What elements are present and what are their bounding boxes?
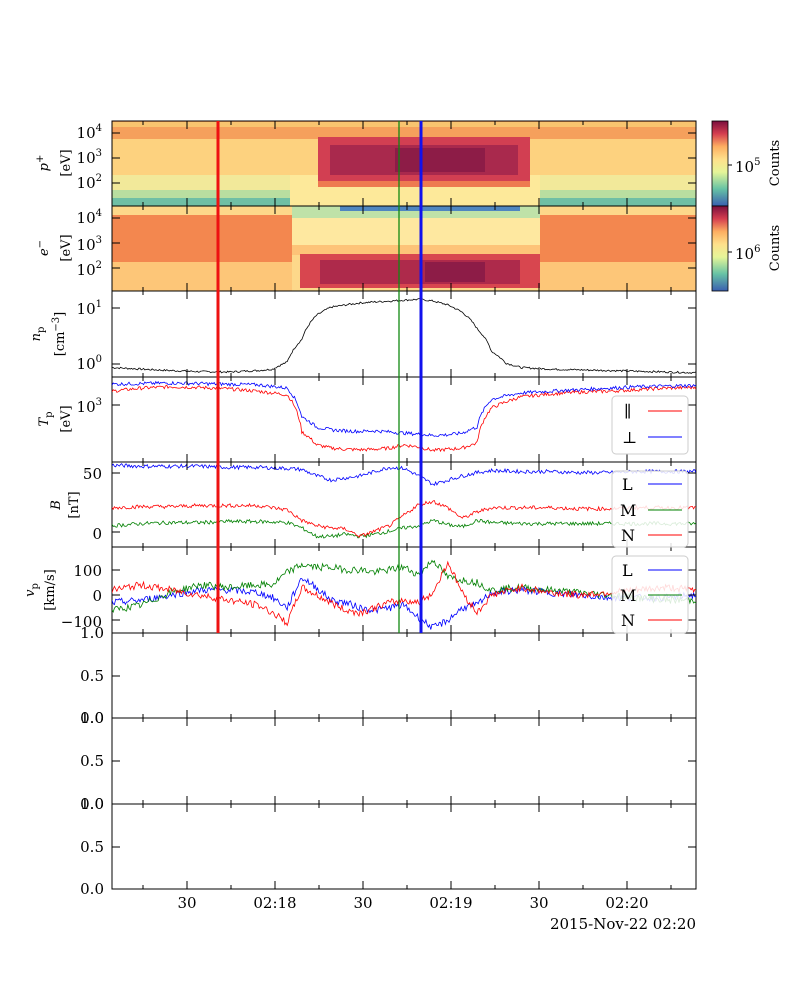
electron-colorbar: 106 Counts — [711, 205, 783, 292]
empty1-ytick-05: 0.5 — [80, 667, 104, 685]
electron-ylabel: e− — [35, 240, 52, 256]
bfield-ylabel: B — [49, 500, 64, 511]
empty-axes-3 — [111, 803, 697, 890]
legend-perp-label: ⊥ — [622, 428, 637, 447]
proton-colorbar: 105 Counts — [711, 120, 783, 207]
velocity-series-L-line — [112, 577, 696, 630]
velocity-yticks: −100 0 100 — [61, 562, 102, 631]
x-tick-2: 30 — [353, 894, 372, 912]
x-tick-5: 02:20 — [605, 894, 648, 912]
bfield-legend-L: L — [622, 475, 633, 494]
bfield-legend-N: N — [621, 526, 635, 545]
bfield-ytick-0: 0 — [92, 525, 102, 543]
temperature-yticks: 103 — [77, 397, 102, 416]
temperature-series-∥-line — [112, 384, 696, 453]
velocity-axes — [111, 546, 697, 634]
electron-ytick-3: 103 — [77, 235, 102, 254]
empty2-ytick-1: 1.0 — [80, 709, 104, 727]
electron-ytick-2: 102 — [77, 260, 102, 279]
x-tick-1: 02:18 — [253, 894, 296, 912]
velocity-ytick-100: 100 — [73, 562, 102, 580]
velocity-lines — [112, 559, 696, 630]
x-tick-0: 30 — [177, 894, 196, 912]
velocity-legend-L: L — [622, 561, 633, 580]
proton-yticks: 102 103 104 — [77, 123, 102, 192]
electron-ytick-4: 104 — [77, 208, 102, 227]
density-ylabel-unit: [cm−3] — [51, 312, 68, 357]
x-tick-labels: 30 02:18 30 02:19 30 02:20 — [177, 894, 648, 912]
bfield-ytick-50: 50 — [83, 465, 102, 483]
empty-axes-2 — [111, 717, 697, 805]
velocity-legend-N: N — [621, 611, 635, 630]
temperature-ylabel: Tp — [37, 411, 55, 426]
proton-colorbar-label: Counts — [768, 140, 783, 186]
x-tick-4: 30 — [529, 894, 548, 912]
bfield-legend-M: M — [620, 501, 636, 520]
velocity-ytick-m100: −100 — [61, 613, 102, 631]
proton-colorbar-tick: 105 — [735, 157, 760, 176]
proton-colorbar-gradient — [711, 120, 729, 207]
empty2-ytick-0: 0.0 — [80, 795, 104, 813]
bfield-series-M-line — [112, 518, 696, 539]
electron-colorbar-label: Counts — [768, 225, 783, 271]
density-ytick-0: 100 — [77, 354, 102, 373]
bfield-ylabel-unit: [nT] — [67, 491, 82, 518]
bfield-series-L-line — [112, 463, 696, 486]
density-ylabel: np — [29, 327, 47, 342]
electron-colorbar-tick: 106 — [735, 244, 760, 263]
proton-ytick-4: 104 — [77, 123, 102, 142]
temperature-lines — [112, 380, 696, 453]
electron-yticks: 102 103 104 — [77, 208, 102, 279]
proton-ylabel: p+ — [35, 155, 52, 172]
velocity-ylabel-unit: [km/s] — [43, 569, 58, 610]
electron-spectrogram — [112, 206, 696, 291]
temperature-legend: ∥ ⊥ — [611, 395, 689, 455]
bfield-legend: L M N — [611, 470, 689, 548]
y-axis-labels: p+ [eV] e− [eV] np [cm−3] Tp [eV] B [nT]… — [23, 149, 82, 610]
temperature-ylabel-unit: [eV] — [59, 405, 74, 432]
proton-ylabel-unit: [eV] — [59, 149, 74, 176]
empty1-ytick-1: 1.0 — [80, 624, 104, 642]
bfield-yticks: 0 50 — [83, 465, 102, 543]
proton-spectrogram — [112, 121, 696, 206]
temperature-series-⊥-line — [112, 380, 696, 438]
tick-marks — [112, 121, 696, 890]
electron-colorbar-gradient — [711, 205, 729, 292]
electron-ylabel-unit: [eV] — [59, 234, 74, 261]
legend-parallel-label: ∥ — [624, 402, 631, 421]
temperature-ytick-3: 103 — [77, 397, 102, 416]
density-lines — [112, 298, 696, 375]
density-axes — [111, 290, 697, 378]
density-series-0-line — [112, 298, 696, 375]
proton-ytick-2: 102 — [77, 173, 102, 192]
velocity-legend: L M N — [611, 555, 689, 634]
empty1-ytick-0: 0.0 — [80, 709, 104, 727]
velocity-ytick-0: 0 — [92, 587, 102, 605]
x-tick-3: 02:19 — [429, 894, 472, 912]
proton-ytick-3: 103 — [77, 148, 102, 167]
velocity-series-N-line — [112, 560, 696, 627]
empty3-ytick-0: 0.0 — [80, 880, 104, 898]
empty-axes-1 — [111, 632, 697, 719]
density-yticks: 100 101 — [77, 299, 102, 373]
velocity-ylabel: vp — [23, 583, 41, 597]
temperature-axes — [111, 376, 697, 463]
empty2-ytick-05: 0.5 — [80, 752, 104, 770]
bfield-lines — [112, 463, 696, 539]
empty3-ytick-05: 0.5 — [80, 838, 104, 856]
bfield-series-N-line — [112, 500, 696, 539]
date-label: 2015-Nov-22 02:20 — [550, 915, 696, 933]
velocity-legend-M: M — [620, 586, 636, 605]
empty-yticks: 0.0 0.5 1.0 0.0 0.5 1.0 0.0 0.5 1.0 — [80, 624, 104, 898]
velocity-series-M-line — [112, 559, 696, 614]
density-ytick-1: 101 — [77, 299, 102, 318]
empty3-ytick-1: 1.0 — [80, 795, 104, 813]
